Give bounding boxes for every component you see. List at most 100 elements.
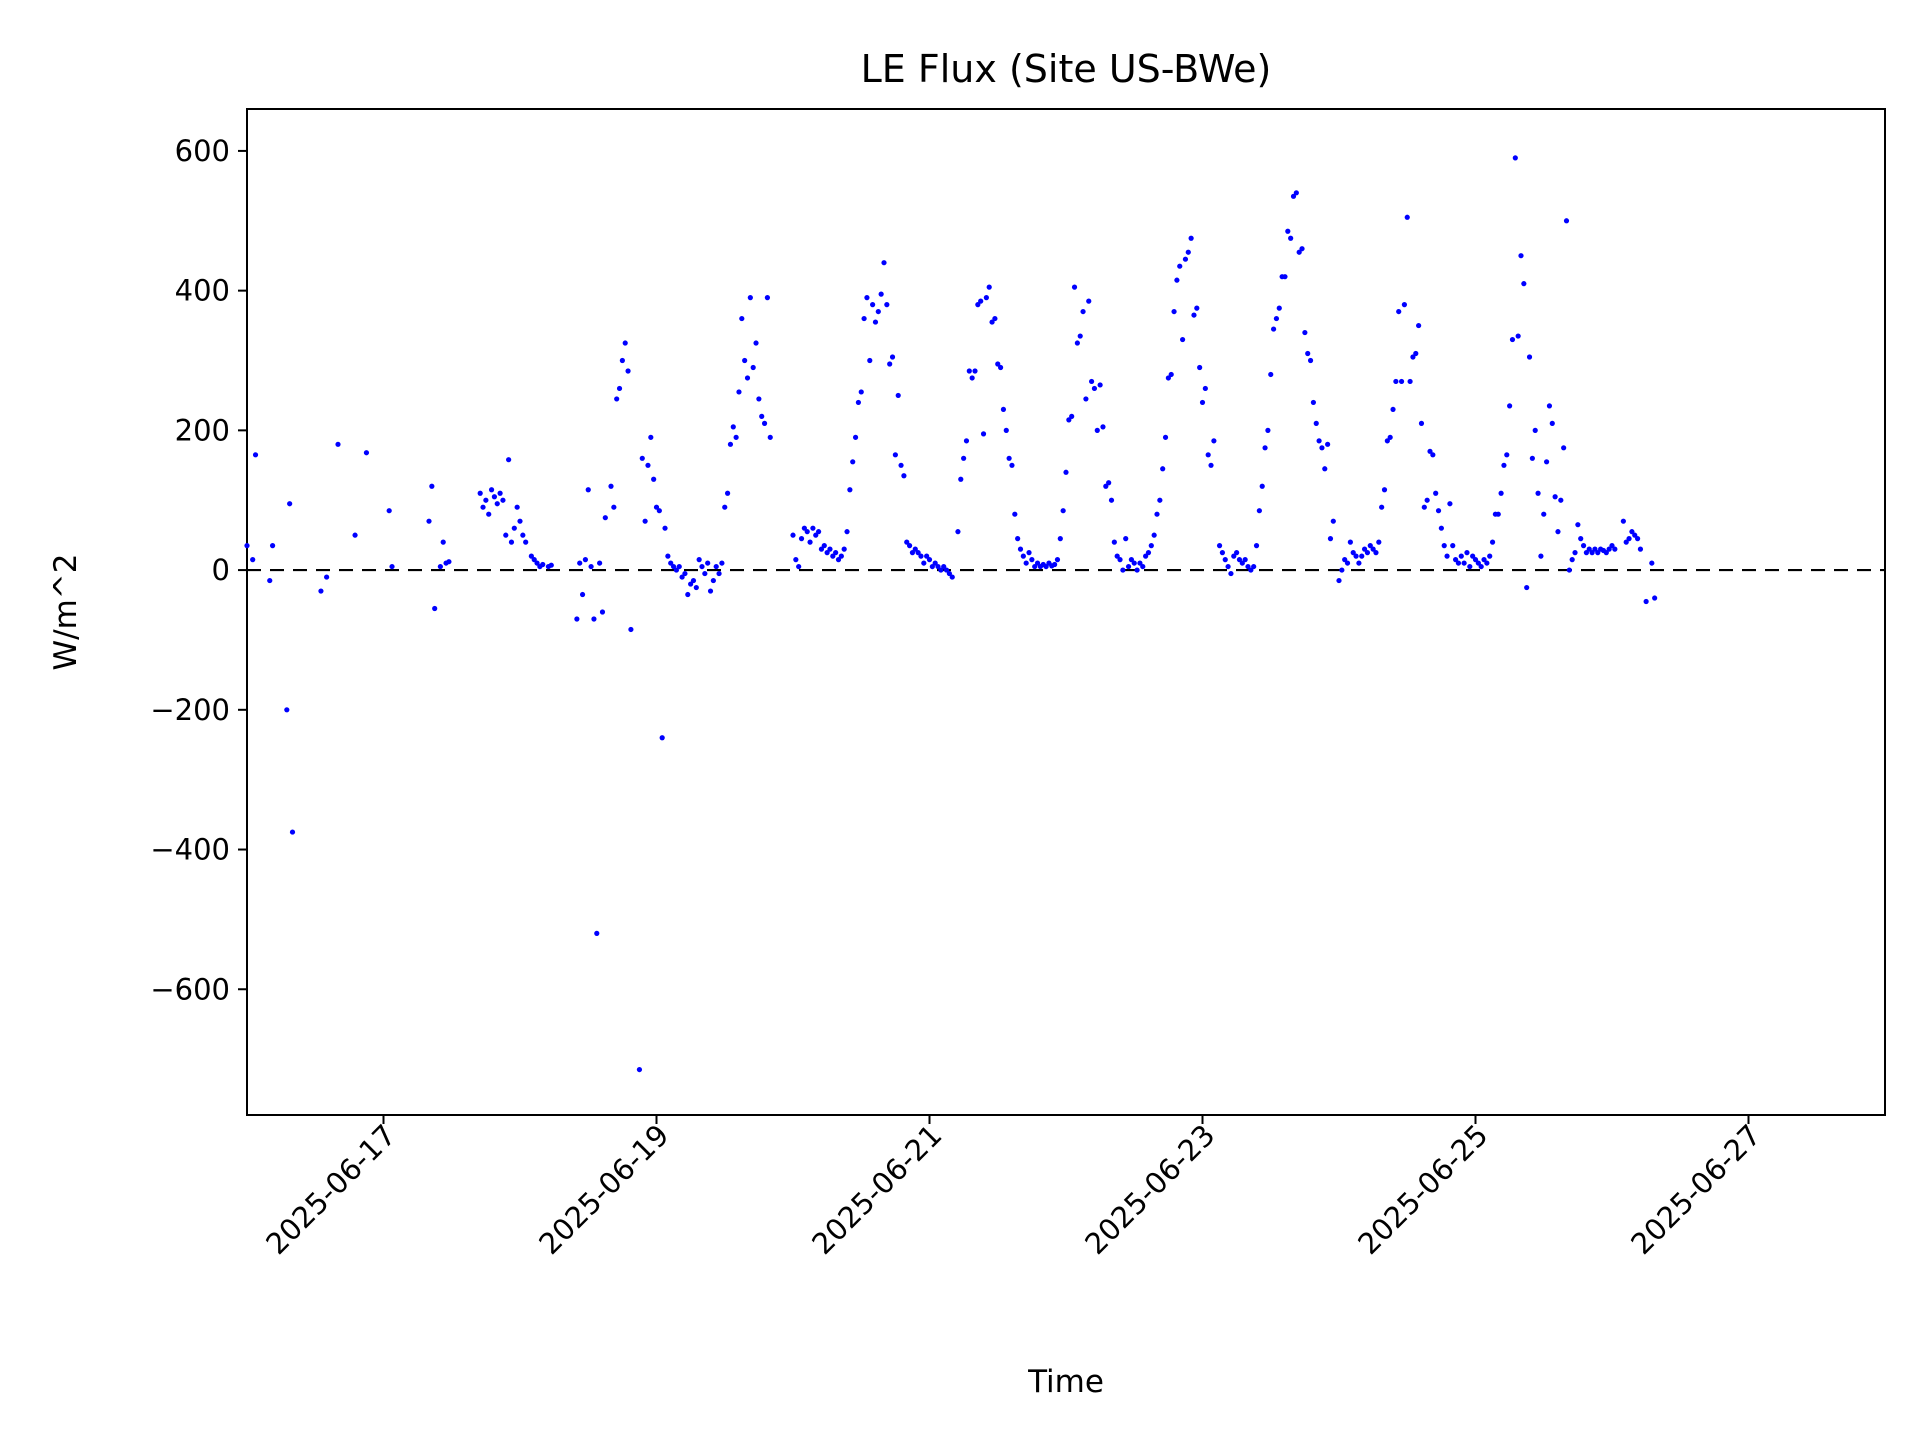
data-point	[1108, 497, 1115, 503]
data-point	[963, 438, 970, 444]
y-tick-label: −400	[150, 833, 230, 867]
data-point	[1603, 550, 1609, 556]
data-point	[929, 563, 935, 570]
data-point	[1478, 563, 1484, 570]
data-point	[1347, 539, 1353, 545]
data-point	[1179, 336, 1186, 343]
data-point	[926, 557, 933, 563]
data-point	[1518, 253, 1524, 259]
data-point	[1475, 560, 1481, 566]
data-point	[577, 560, 583, 566]
data-point	[966, 368, 972, 374]
data-point	[1248, 567, 1254, 573]
data-point	[1330, 518, 1336, 524]
data-point	[497, 490, 503, 496]
data-point	[670, 563, 677, 570]
data-point	[1529, 455, 1535, 461]
data-point	[1165, 375, 1171, 381]
data-point	[739, 315, 745, 322]
data-point	[1088, 378, 1095, 385]
data-point	[1094, 427, 1100, 433]
data-point	[1199, 399, 1206, 406]
data-point	[386, 508, 392, 514]
data-point	[730, 424, 736, 430]
data-point	[324, 574, 330, 580]
data-point	[904, 539, 910, 545]
data-point	[594, 930, 600, 936]
data-point	[969, 375, 975, 381]
data-point	[1060, 508, 1066, 514]
data-point	[1464, 550, 1470, 556]
data-point	[318, 588, 324, 594]
data-point	[1538, 553, 1544, 559]
data-point	[756, 396, 762, 402]
data-point	[847, 487, 853, 493]
data-point	[648, 434, 654, 440]
data-point	[727, 441, 734, 447]
data-point	[1566, 567, 1572, 573]
data-point	[1219, 550, 1226, 556]
x-tick-label: 2025-06-25	[1351, 1118, 1494, 1261]
data-point	[1302, 329, 1308, 336]
y-tick-label: 200	[175, 413, 230, 447]
data-point	[335, 441, 341, 447]
data-point	[608, 483, 614, 489]
data-point	[1444, 553, 1450, 559]
data-point	[636, 1066, 643, 1073]
data-point	[1034, 560, 1041, 566]
data-point	[1626, 536, 1632, 542]
data-point	[1120, 567, 1126, 573]
data-point	[1125, 563, 1132, 570]
data-point	[1026, 550, 1032, 556]
data-point	[736, 389, 742, 395]
plot-frame	[246, 108, 1886, 1116]
data-point	[1182, 256, 1189, 262]
data-point	[1543, 459, 1550, 465]
data-point	[858, 389, 864, 395]
data-point	[642, 518, 648, 524]
data-point	[1282, 274, 1288, 280]
data-point	[432, 605, 438, 612]
data-point	[1393, 378, 1399, 385]
data-point	[935, 563, 941, 570]
data-point	[429, 483, 435, 489]
data-point	[864, 295, 870, 301]
data-point	[1259, 483, 1265, 489]
data-point	[1438, 525, 1444, 531]
data-point	[477, 490, 483, 496]
data-point	[1541, 511, 1547, 517]
data-point	[1285, 228, 1291, 234]
data-point	[844, 529, 850, 535]
data-point	[1339, 567, 1345, 573]
data-point	[924, 553, 930, 559]
data-point	[602, 515, 608, 521]
data-point	[1583, 550, 1590, 556]
data-point	[989, 319, 995, 325]
data-point	[1356, 560, 1362, 566]
data-point	[1160, 466, 1166, 472]
data-point	[1174, 277, 1180, 283]
data-point	[1427, 448, 1433, 454]
data-point	[508, 539, 515, 545]
data-point	[665, 553, 671, 559]
data-point	[1401, 302, 1408, 308]
data-point	[796, 563, 802, 570]
data-point	[1106, 480, 1112, 486]
data-point	[548, 562, 554, 568]
data-point	[892, 452, 898, 458]
data-point	[1222, 557, 1228, 563]
data-point	[523, 539, 529, 545]
data-point	[1251, 563, 1257, 570]
data-point	[1242, 557, 1248, 563]
data-point	[625, 368, 631, 374]
data-point	[1228, 570, 1234, 577]
data-point	[284, 707, 290, 713]
data-point	[716, 570, 722, 577]
data-point	[833, 550, 839, 556]
data-point	[1245, 563, 1251, 570]
data-point	[597, 560, 603, 566]
data-point	[1177, 263, 1183, 269]
data-point	[818, 546, 825, 552]
data-point	[1526, 354, 1533, 360]
data-point	[1145, 550, 1152, 556]
